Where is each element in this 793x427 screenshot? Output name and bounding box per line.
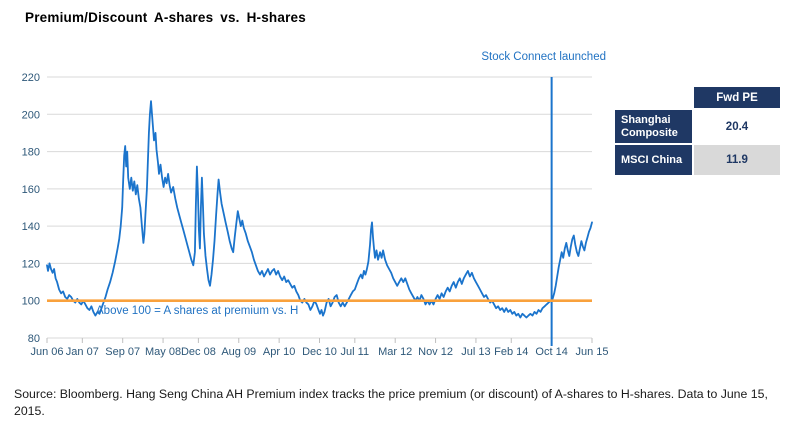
fwd-pe-table: Fwd PE Shanghai Composite 20.4 MSCI Chin…: [615, 87, 780, 175]
table-corner-cell: [615, 87, 692, 108]
x-tick-label: Mar 12: [378, 346, 412, 358]
fwd-pe-header: Fwd PE: [694, 87, 780, 108]
stock-connect-annotation: Stock Connect launched: [481, 51, 606, 63]
x-tick-label: Apr 10: [263, 346, 295, 358]
x-tick-label: Oct 14: [535, 346, 567, 358]
y-tick-label: 160: [22, 184, 40, 196]
y-tick-label: 220: [22, 72, 40, 84]
row-label-shanghai-composite: Shanghai Composite: [615, 110, 692, 143]
y-tick-label: 200: [22, 109, 40, 121]
x-tick-label: May 08: [145, 346, 181, 358]
y-tick-label: 120: [22, 258, 40, 270]
y-tick-label: 180: [22, 147, 40, 159]
x-tick-label: Jul 13: [461, 346, 490, 358]
x-tick-label: Jun 15: [575, 346, 608, 358]
value-shanghai-composite: 20.4: [694, 110, 780, 143]
x-tick-label: Jan 07: [66, 346, 99, 358]
x-tick-label: Nov 12: [418, 346, 453, 358]
y-tick-label: 80: [28, 333, 40, 345]
x-tick-label: Dec 08: [181, 346, 216, 358]
y-tick-label: 100: [22, 296, 40, 308]
x-tick-label: Aug 09: [221, 346, 256, 358]
ah-premium-line: [46, 100, 593, 319]
source-note: Source: Bloomberg. Hang Seng China AH Pr…: [14, 387, 768, 418]
value-msci-china: 11.9: [694, 145, 780, 175]
x-tick-label: Dec 10: [302, 346, 337, 358]
x-tick-label: Jun 06: [30, 346, 63, 358]
x-tick-label: Jul 11: [341, 346, 370, 358]
page-title: Premium/Discount A-shares vs. H-shares: [25, 10, 306, 25]
row-label-msci-china: MSCI China: [615, 145, 692, 175]
y-tick-label: 140: [22, 221, 40, 233]
x-tick-label: Sep 07: [105, 346, 140, 358]
x-tick-label: Feb 14: [494, 346, 528, 358]
above-100-annotation: Above 100 = A shares at premium vs. H: [96, 305, 299, 317]
